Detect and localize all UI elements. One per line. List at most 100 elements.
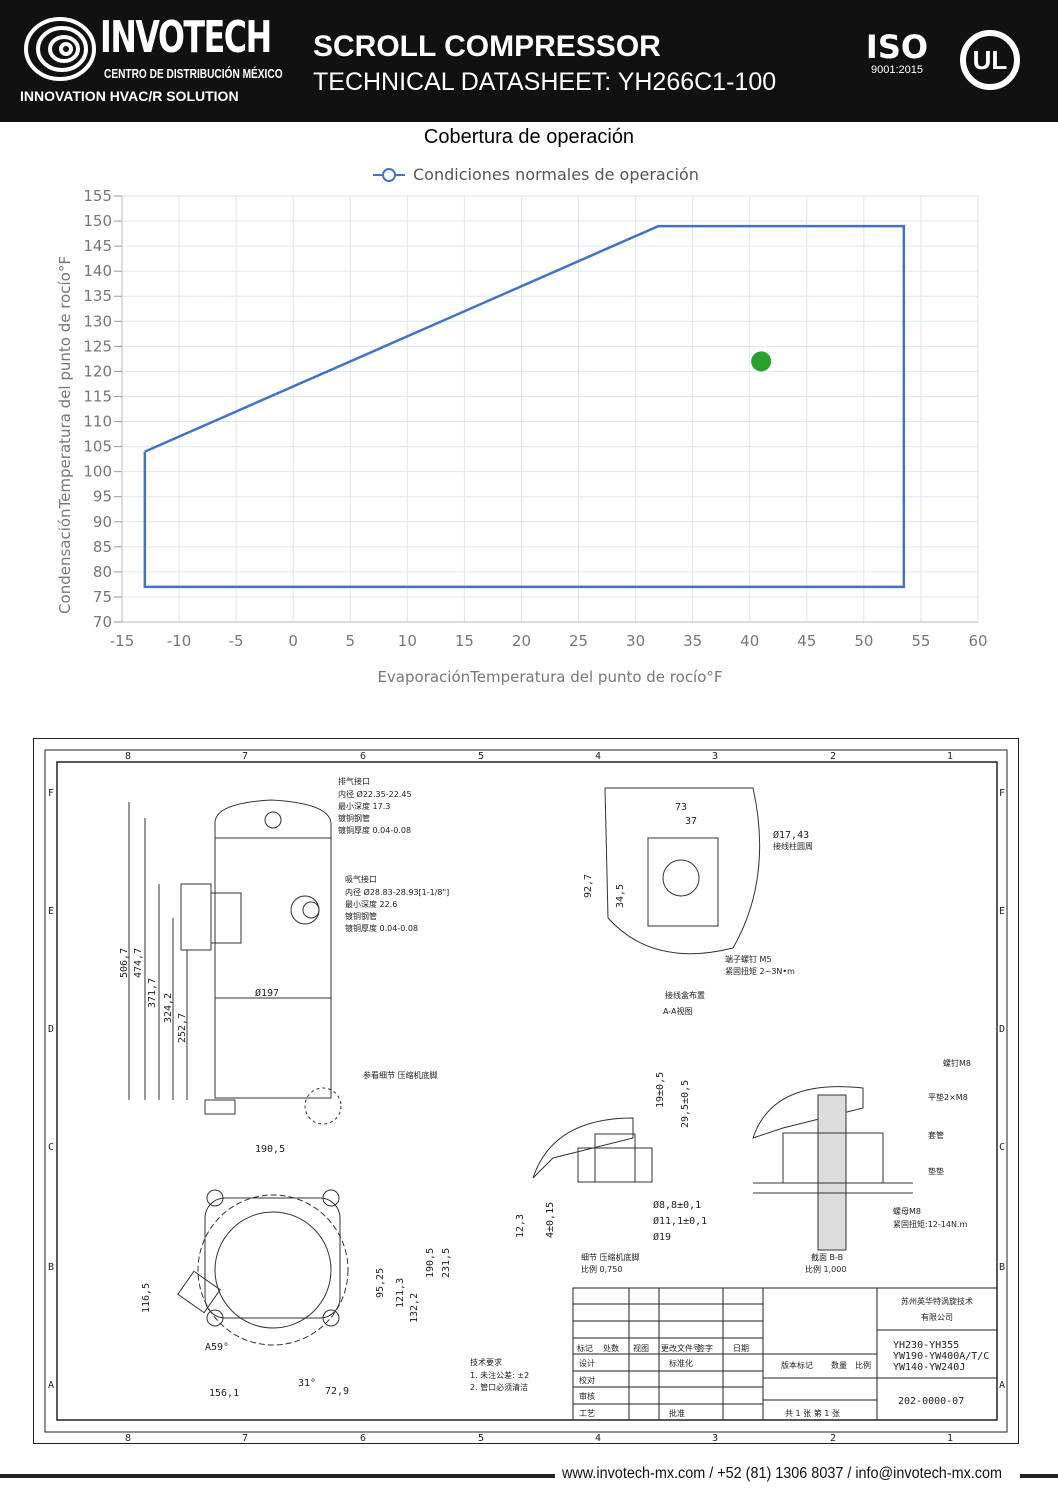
dim-label: 121,3 xyxy=(395,1278,406,1308)
column-label: 2 xyxy=(830,1433,836,1444)
legend-label: Condiciones normales de operación xyxy=(413,165,699,184)
model-range: YW140-YW240J xyxy=(893,1362,965,1373)
chart-title: Cobertura de operación xyxy=(423,126,635,148)
row-label: C xyxy=(999,1142,1005,1153)
grid xyxy=(114,195,979,623)
x-tick-label: -5 xyxy=(229,632,244,650)
ul-logo: UL xyxy=(960,30,1020,90)
column-label: 1 xyxy=(947,751,953,762)
y-tick-label: 125 xyxy=(83,337,112,355)
y-tick-label: 70 xyxy=(93,613,112,631)
column-label: 2 xyxy=(830,751,836,762)
column-label: 4 xyxy=(595,1433,601,1444)
dim-label: Ø19 xyxy=(653,1231,671,1243)
callout-text: 内径 Ø28.83-28.93[1-1/8"] xyxy=(345,887,449,897)
title-block-label: 比例 xyxy=(855,1360,871,1370)
tick-labels: -15 -10 -5 0 5 10 15 20 25 30 35 40 45 50 55 60 70 75 80 85… xyxy=(83,187,987,650)
x-tick-label: 55 xyxy=(911,632,930,650)
title-block-label: 日期 xyxy=(733,1344,749,1353)
callout-text: 排气接口 xyxy=(338,776,370,786)
x-tick-label: 45 xyxy=(797,632,816,650)
model-range: YW190-YW400A/T/C xyxy=(893,1351,989,1362)
column-label: 5 xyxy=(478,751,484,762)
callout-text: 镀铜钢管 xyxy=(338,813,370,823)
row-label: E xyxy=(999,906,1005,917)
y-tick-label: 110 xyxy=(83,413,112,431)
dim-label: 116,5 xyxy=(141,1283,152,1313)
dim-label: 252,7 xyxy=(177,1013,188,1043)
operating-point xyxy=(751,351,772,372)
bolt-section-view: 螺钉M8 平垫2×M8 套管 垫垫 螺母M8 紧固扭矩:12-14N.m 截面 … xyxy=(752,1058,971,1274)
column-label: 7 xyxy=(242,1433,248,1444)
header: INVOTECH CENTRO DE DISTRIBUCIÓN MÉXICO I… xyxy=(0,0,1058,122)
x-tick-label: 10 xyxy=(398,632,417,650)
row-labels: F F E E D D C C B B A A xyxy=(48,788,1005,1391)
callout-text: 镀铜厚度 0.04-0.08 xyxy=(345,923,418,933)
y-tick-label: 95 xyxy=(93,488,112,506)
x-axis-label: EvaporaciónTemperatura del punto de rocí… xyxy=(377,668,722,686)
column-label: 4 xyxy=(595,751,601,762)
x-tick-label: 50 xyxy=(854,632,873,650)
callout-text: 接线柱圆周 xyxy=(773,841,813,851)
callout-text: 紧固扭矩 2~3N•m xyxy=(725,966,795,976)
callout-text: 螺母M8 xyxy=(893,1206,921,1216)
callout-text: 镀铜钢管 xyxy=(345,911,377,921)
foot-detail-view: 19±0,5 29,5±0,5 12,3 4±0,15 Ø8,8±0,1 Ø11… xyxy=(515,1072,707,1274)
y-axis-label: CondensaciónTemperatura del punto de roc… xyxy=(56,256,74,614)
title-block xyxy=(572,1287,998,1421)
dim-label: 37 xyxy=(685,816,697,827)
invotech-swirl-logo-icon xyxy=(24,17,96,81)
callout-text: 比例 1,000 xyxy=(805,1264,846,1274)
callout-text: A-A视图 xyxy=(663,1006,692,1016)
column-label: 7 xyxy=(242,751,248,762)
y-tick-label: 85 xyxy=(93,538,112,556)
y-tick-label: 135 xyxy=(83,287,112,305)
dim-label: 72,9 xyxy=(325,1386,349,1397)
row-label: B xyxy=(999,1262,1005,1273)
callout-text: 参看细节 压缩机底脚 xyxy=(363,1070,438,1080)
row-label: F xyxy=(999,788,1005,799)
title-block-label: 共 1 张 第 1 张 xyxy=(785,1408,840,1418)
dim-label: 132,2 xyxy=(409,1293,420,1323)
y-tick-label: 80 xyxy=(93,563,112,581)
title-block-label: 视图 xyxy=(633,1343,649,1353)
y-tick-label: 130 xyxy=(83,312,112,330)
dim-label: 324,2 xyxy=(163,993,174,1023)
dim-label: 156,1 xyxy=(209,1388,239,1399)
x-tick-label: -10 xyxy=(167,632,192,650)
x-tick-label: 25 xyxy=(569,632,588,650)
drawing-number: 202-0000-07 xyxy=(898,1396,964,1407)
dim-label: 190,5 xyxy=(425,1248,436,1278)
dim-label: Ø8,8±0,1 xyxy=(653,1199,701,1211)
brand-subtitle: CENTRO DE DISTRIBUCIÓN MÉXICO xyxy=(104,66,283,81)
y-tick-label: 140 xyxy=(83,262,112,280)
y-tick-label: 90 xyxy=(93,513,112,531)
dim-label: Ø11,1±0,1 xyxy=(653,1215,707,1227)
dim-label: 474,7 xyxy=(133,948,144,978)
y-tick-label: 150 xyxy=(83,212,112,230)
callout-text: 螺钉M8 xyxy=(943,1058,971,1068)
callout-text: 平垫2×M8 xyxy=(928,1092,968,1102)
title-block-label: 处数 xyxy=(603,1343,619,1353)
company-name: 有限公司 xyxy=(921,1312,953,1322)
y-tick-label: 75 xyxy=(93,588,112,606)
title-block-label: 版本标记 xyxy=(781,1360,813,1370)
column-label: 5 xyxy=(478,1433,484,1444)
dim-label: 73 xyxy=(675,802,687,813)
y-tick-label: 120 xyxy=(83,362,112,380)
note-text: 2. 管口必须清洁 xyxy=(470,1382,528,1392)
x-tick-label: -15 xyxy=(110,632,135,650)
callout-text: 套管 xyxy=(928,1130,944,1140)
row-label: C xyxy=(48,1142,54,1153)
company-name: 苏州英华特涡旋技术 xyxy=(901,1296,973,1306)
column-label: 8 xyxy=(125,1433,131,1444)
title-block-label: 审核 xyxy=(579,1391,595,1401)
dim-label: 190,5 xyxy=(255,1144,285,1155)
row-label: A xyxy=(48,1380,54,1391)
dim-label: 506,7 xyxy=(119,948,130,978)
callout-text: 接线盒布置 xyxy=(665,990,705,1000)
title-block-label: 工艺 xyxy=(579,1409,595,1418)
callout-text: 端子螺钉 M5 xyxy=(725,954,772,964)
callout-text: 内径 Ø22.35-22.45 xyxy=(338,789,412,799)
dim-label: 19±0,5 xyxy=(655,1072,666,1108)
